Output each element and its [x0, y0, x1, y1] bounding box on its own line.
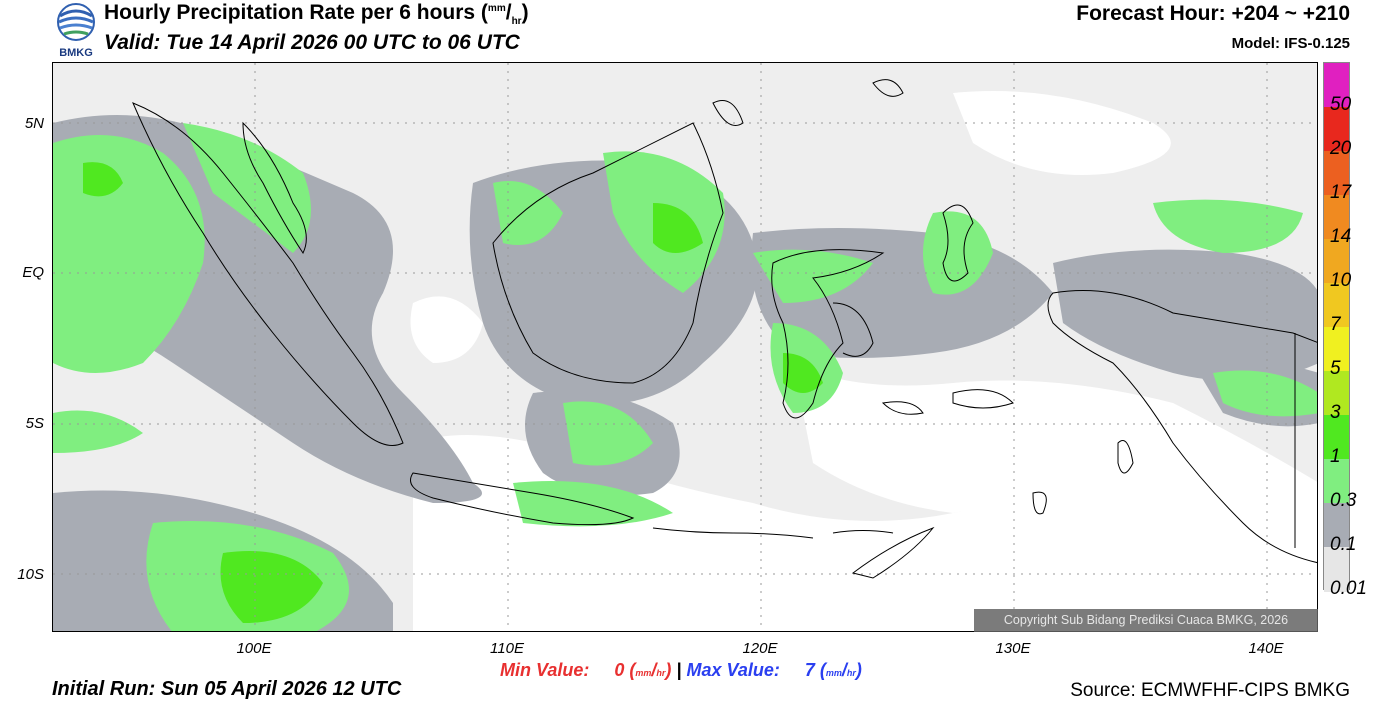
legend-swatch: [1324, 503, 1349, 548]
legend-label: 20: [1330, 138, 1352, 159]
legend-label: 0.01: [1330, 578, 1367, 599]
legend-label: 0.1: [1330, 534, 1357, 555]
lon-label-100e: 100E: [236, 640, 272, 657]
color-legend: [1323, 62, 1350, 592]
lon-label-130e: 130E: [995, 640, 1031, 657]
legend-swatch: [1324, 107, 1349, 152]
page-title: Hourly Precipitation Rate per 6 hours (m…: [104, 1, 529, 28]
lon-label-120e: 120E: [742, 640, 778, 657]
min-max-separator: |: [676, 660, 682, 680]
precipitation-map[interactable]: [52, 62, 1318, 632]
model-name: Model: IFS-0.125: [1231, 35, 1350, 52]
legend-swatch: [1324, 283, 1349, 328]
max-value: Max Value: 7 (mm/hr): [686, 660, 862, 680]
lat-label-eq: EQ: [22, 264, 44, 281]
lat-label-5s: 5S: [25, 415, 44, 432]
data-source: Source: ECMWFHF-CIPS BMKG: [1070, 680, 1350, 701]
map-canvas: [53, 63, 1317, 631]
lat-label-5n: 5N: [24, 115, 44, 132]
legend-swatch: [1324, 151, 1349, 196]
lon-label-140e: 140E: [1248, 640, 1284, 657]
legend-swatch: [1324, 63, 1349, 108]
title-unit-num: mm: [487, 3, 506, 14]
bmkg-logo: BMKG: [57, 3, 95, 58]
forecast-hour: Forecast Hour: +204 ~ +210: [1076, 2, 1350, 25]
title-unit-den: hr: [511, 16, 522, 28]
legend-label: 0.3: [1330, 490, 1357, 511]
legend-label: 17: [1330, 182, 1352, 203]
min-max-values: Min Value: 0 (mm/hr) | Max Value: 7 (mm/…: [500, 660, 862, 681]
legend-swatch: [1324, 371, 1349, 416]
legend-label: 10: [1330, 270, 1352, 291]
legend-swatch: [1324, 547, 1349, 592]
copyright-notice: Copyright Sub Bidang Prediksi Cuaca BMKG…: [974, 609, 1318, 632]
legend-label: 7: [1330, 314, 1341, 335]
legend-swatch: [1324, 459, 1349, 504]
legend-label: 1: [1330, 446, 1341, 467]
legend-swatch: [1324, 239, 1349, 284]
logo-text: BMKG: [59, 47, 93, 58]
lon-label-110e: 110E: [490, 640, 524, 657]
legend-label: 50: [1330, 94, 1352, 115]
min-value: Min Value: 0 (mm/hr): [500, 660, 672, 680]
legend-label: 14: [1330, 226, 1352, 247]
initial-run: Initial Run: Sun 05 April 2026 12 UTC: [52, 678, 402, 700]
legend-swatch: [1324, 195, 1349, 240]
title-text: Hourly Precipitation Rate per 6 hours: [104, 1, 476, 24]
lat-label-10s: 10S: [17, 566, 44, 583]
legend-label: 3: [1330, 402, 1341, 423]
valid-period: Valid: Tue 14 April 2026 00 UTC to 06 UT…: [104, 31, 520, 54]
legend-swatch: [1324, 327, 1349, 372]
legend-label: 5: [1330, 358, 1341, 379]
legend-swatch: [1324, 415, 1349, 460]
